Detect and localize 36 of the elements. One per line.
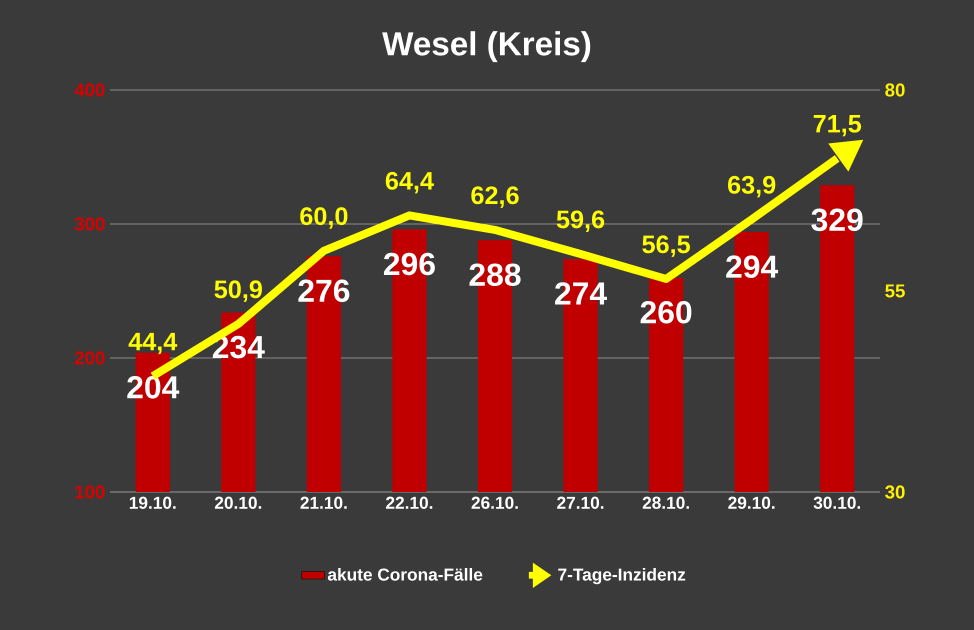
data-label: 64,4 <box>386 172 434 194</box>
data-label: 59,6 <box>556 210 604 232</box>
y-tick-label: 200 <box>74 351 105 365</box>
data-label: 56,5 <box>642 235 690 257</box>
chart-title: Wesel (Kreis) <box>382 31 590 62</box>
legend-label: akute Corona-Fälle <box>328 568 482 581</box>
data-label: 60,0 <box>300 207 348 229</box>
x-tick-label: 26.10. <box>472 496 518 509</box>
x-tick-label: 27.10. <box>557 496 604 509</box>
x-tick-label: 19.10. <box>130 496 176 509</box>
data-label: 288 <box>470 263 521 286</box>
y-tick-label: 300 <box>74 217 105 231</box>
y-tick-label: 400 <box>74 83 105 97</box>
data-label: 50,9 <box>214 280 262 302</box>
data-label: 260 <box>640 300 692 324</box>
y2-tick-label: 80 <box>885 83 905 97</box>
y2-tick-label: 55 <box>885 284 905 298</box>
data-label: 276 <box>298 280 350 302</box>
data-label: 329 <box>811 208 863 232</box>
x-tick-label: 22.10. <box>386 496 432 509</box>
y-tick-label: 100 <box>75 485 105 499</box>
data-label: 71,5 <box>814 115 862 136</box>
y2-tick-label: 30 <box>885 485 905 499</box>
data-label: 44,4 <box>128 332 178 354</box>
legend-label: 7-Tage-Inzidenz <box>558 568 686 584</box>
x-tick-label: 28.10. <box>642 496 689 509</box>
x-tick-label: 20.10. <box>214 496 262 509</box>
data-label: 296 <box>384 252 435 276</box>
data-label: 63,9 <box>728 176 776 198</box>
data-label: 62,6 <box>471 186 519 208</box>
x-tick-label: 29.10. <box>728 496 774 509</box>
data-label: 204 <box>127 376 180 399</box>
data-label: 294 <box>726 255 778 278</box>
data-label: 274 <box>555 282 607 304</box>
x-tick-label: 30.10. <box>814 496 860 509</box>
x-tick-label: 21.10. <box>300 496 347 509</box>
